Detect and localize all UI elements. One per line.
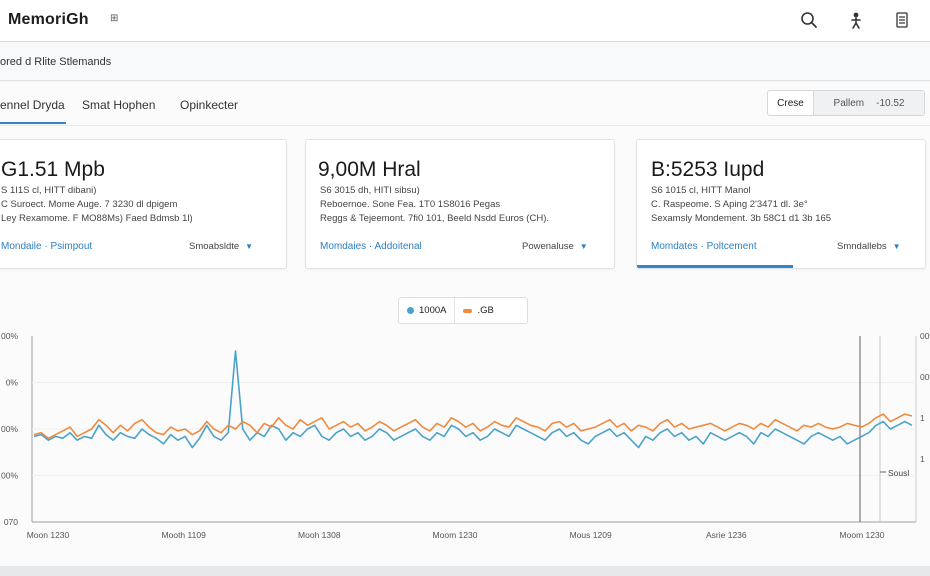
y-tick-label: 070 bbox=[4, 517, 18, 527]
range-toggle-pallem[interactable]: Pallem -10.52 bbox=[814, 91, 924, 115]
line-chart[interactable]: 00% 0% 00% 00% 070 00% 00% 1 1 Moon 1230 Mooth 110… bbox=[0, 326, 930, 572]
metric-detail: C Suroect. Mome Auge. 7 3230 dl dpigem bbox=[1, 199, 178, 210]
legend-label: .GB bbox=[477, 305, 494, 316]
legend-label: 1000A bbox=[419, 305, 447, 316]
y-tick-label: 00% bbox=[1, 331, 18, 341]
active-card-indicator bbox=[637, 265, 793, 268]
y-tick-label: 00% bbox=[1, 424, 18, 434]
range-toggle-pallem-value: -10.52 bbox=[876, 97, 905, 109]
app-title: MemoriGh bbox=[8, 11, 89, 28]
metric-select[interactable]: Smndallebs ▼ bbox=[837, 241, 901, 252]
top-app-bar: MemoriGh ⊞ bbox=[0, 0, 930, 42]
y-tick-label: 0% bbox=[6, 378, 19, 388]
x-tick-label: Mous 1209 bbox=[570, 530, 612, 540]
metric-detail: Ley Rexamome. F MO88Ms) Faed Bdmsb 1l) bbox=[1, 213, 193, 224]
tab-ennel-dryda[interactable]: ennel Dryda bbox=[0, 98, 66, 124]
metric-detail: C. Raspeome. S Aping 2'3471 dl. 3e° bbox=[651, 199, 808, 210]
person-icon[interactable] bbox=[844, 8, 868, 32]
legend-item[interactable]: .GB bbox=[454, 298, 501, 323]
y-tick-label-right: 00% bbox=[920, 372, 930, 382]
range-toggle: Crese Pallem -10.52 bbox=[767, 90, 925, 116]
metric-card[interactable]: 9,00M Hral S6 3015 dh, HITI sibsu) Reboe… bbox=[305, 139, 615, 269]
chevron-down-icon: ▼ bbox=[245, 242, 254, 251]
y-tick-label: 00% bbox=[1, 471, 18, 481]
x-tick-label: Mooh 1308 bbox=[298, 530, 341, 540]
search-icon[interactable] bbox=[797, 8, 821, 32]
metric-select[interactable]: Powenaluse ▼ bbox=[522, 241, 588, 252]
chart-legend: 1000A .GB bbox=[398, 297, 528, 324]
metric-detail: Sexamsly Mondement. 3b 58C1 d1 3b 165 bbox=[651, 213, 832, 224]
x-tick-label: Moon 1230 bbox=[27, 530, 70, 540]
y-tick-label-right: 00% bbox=[920, 331, 930, 341]
legend-item[interactable]: 1000A bbox=[399, 298, 454, 323]
tab-opinkecter[interactable]: Opinkecter bbox=[180, 98, 239, 112]
metric-detail: S6 1015 cl, HITT Manol bbox=[651, 185, 751, 196]
menu-icon[interactable] bbox=[890, 8, 914, 32]
metric-detail: Reboernoe. Sone Fea. 1T0 1S8016 Pegas bbox=[320, 199, 501, 210]
x-tick-label: Moom 1230 bbox=[840, 530, 885, 540]
dot-icon bbox=[407, 307, 414, 314]
footer-strip bbox=[0, 566, 930, 576]
metric-link[interactable]: Momdates · Poltcement bbox=[651, 241, 757, 252]
x-tick-label: Asrie 1236 bbox=[706, 530, 747, 540]
metric-value: 9,00M Hral bbox=[318, 158, 421, 181]
metric-value: B:5253 Iupd bbox=[651, 158, 765, 181]
y-tick-label-right: 1 bbox=[920, 454, 925, 464]
metric-link[interactable]: Momdaies · Addoitenal bbox=[320, 241, 422, 252]
tabs-divider bbox=[0, 125, 930, 126]
metric-card[interactable]: B:5253 Iupd S6 1015 cl, HITT Manol C. Ra… bbox=[636, 139, 926, 269]
metric-value: G1.51 Mpb bbox=[1, 158, 105, 181]
metric-select-label: Smoabsldte bbox=[189, 241, 240, 252]
metric-detail: S 1I1S cl, HITT dibani) bbox=[1, 185, 97, 196]
x-tick-label: Mooth 1109 bbox=[162, 530, 207, 540]
metric-link[interactable]: Mondaile · Psimpout bbox=[1, 241, 93, 252]
range-toggle-crese[interactable]: Crese bbox=[768, 91, 814, 115]
metric-select-label: Smndallebs bbox=[837, 241, 887, 252]
range-toggle-pallem-label: Pallem bbox=[833, 97, 865, 109]
chevron-down-icon: ▼ bbox=[892, 242, 901, 251]
series-line-1 bbox=[33, 413, 913, 440]
line-chart-svg: 00% 0% 00% 00% 070 00% 00% 1 1 Moon 1230 Mooth 110… bbox=[1, 331, 930, 540]
chevron-down-icon: ▼ bbox=[579, 242, 588, 251]
tab-smat-hophen[interactable]: Smat Hophen bbox=[82, 98, 156, 112]
series-line-0 bbox=[33, 350, 913, 449]
metric-detail: Reggs & Tejeemont. 7fi0 101, Beeld Nsdd … bbox=[320, 213, 549, 224]
y-tick-label-right: 1 bbox=[920, 413, 925, 423]
metric-detail: S6 3015 dh, HITI sibsu) bbox=[320, 185, 420, 196]
bar-icon bbox=[463, 308, 473, 313]
app-grid-icon[interactable]: ⊞ bbox=[110, 13, 119, 24]
metric-card[interactable]: G1.51 Mpb S 1I1S cl, HITT dibani) C Suro… bbox=[0, 139, 287, 269]
breadcrumb: ored d Rlite Stlemands bbox=[0, 56, 112, 68]
breadcrumb-bar: ored d Rlite Stlemands bbox=[0, 43, 930, 81]
chart-annotation: Sousl bbox=[888, 468, 909, 478]
metric-select[interactable]: Smoabsldte ▼ bbox=[189, 241, 253, 252]
x-tick-label: Moom 1230 bbox=[433, 530, 478, 540]
dashboard-main: ennel Dryda Smat Hophen Opinkecter Crese… bbox=[0, 82, 930, 572]
metric-select-label: Powenaluse bbox=[522, 241, 574, 252]
